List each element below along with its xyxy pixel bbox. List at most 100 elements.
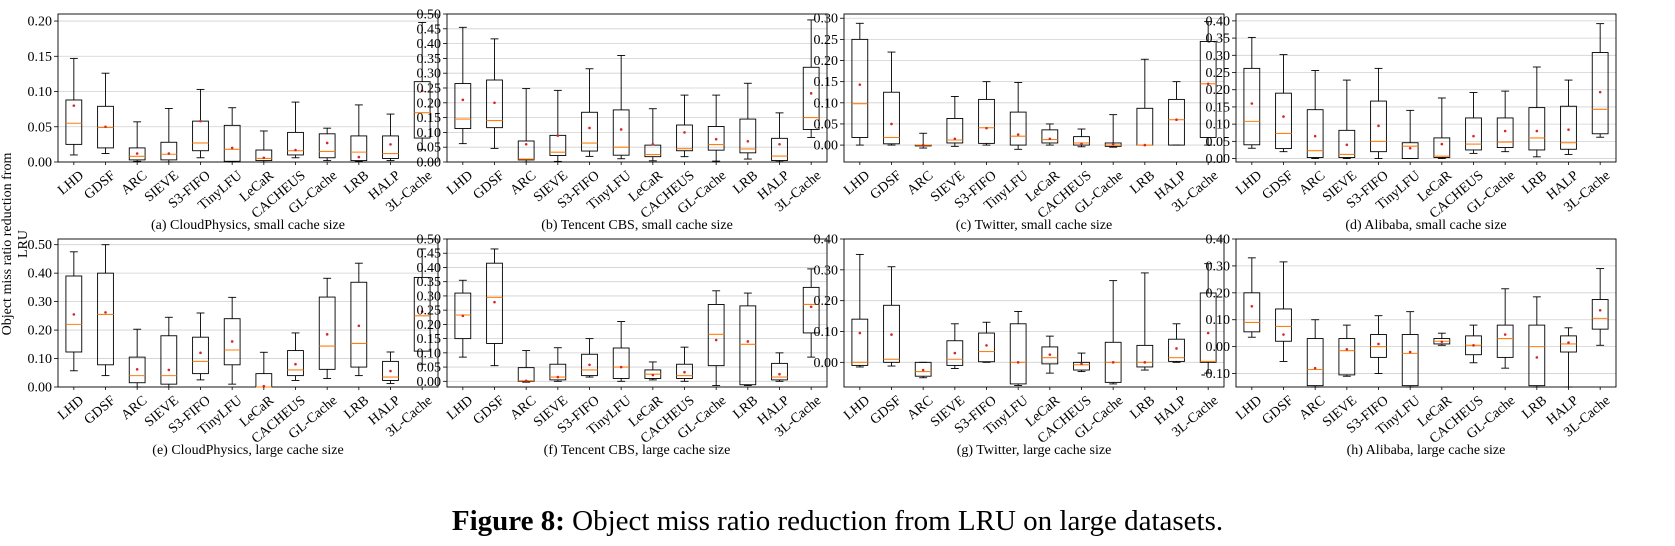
mean-marker	[135, 368, 139, 371]
iqr-box	[1496, 324, 1514, 358]
iqr-box	[802, 66, 820, 130]
box-halp	[1560, 327, 1577, 388]
iqr-box	[1496, 117, 1514, 148]
box-lrb	[1528, 296, 1546, 388]
iqr-box	[1041, 346, 1059, 365]
box-cacheus	[1073, 128, 1090, 148]
y-tick-label: 0.10	[814, 96, 839, 111]
iqr-box	[1168, 98, 1185, 146]
mean-marker	[1206, 331, 1210, 335]
y-tick-label: 0.40	[1206, 233, 1231, 248]
y-tick-label: 0.05	[417, 361, 442, 376]
y-tick-label: 0.00	[28, 156, 53, 171]
y-tick-label: 0.35	[417, 275, 442, 290]
iqr-box	[1465, 117, 1482, 151]
box-halp	[382, 351, 399, 385]
box-lrb	[350, 104, 368, 162]
chart-panel-1: 0.00 0.05 0.10 0.15 0.20 LHD GDSF ARC SIEVE S3-FI…	[2, 8, 452, 238]
mean-marker	[230, 146, 234, 150]
mean-marker	[1598, 309, 1602, 312]
x-tick-label: LHD	[55, 168, 87, 198]
plot-frame	[843, 238, 1225, 388]
box-gdsf	[97, 244, 114, 377]
mean-marker	[890, 122, 893, 126]
box-tinylfu	[612, 321, 630, 382]
iqr-box	[413, 276, 431, 352]
iqr-box	[676, 363, 693, 379]
y-tick-label: 0.20	[814, 294, 839, 309]
iqr-box	[382, 360, 399, 381]
iqr-box	[318, 133, 336, 159]
chart-panel-2: 0.00 0.05 0.10 0.15 0.20 0.25 0.30 0.35 0.40 0.45…	[391, 8, 841, 238]
box-3l-cache	[1199, 263, 1217, 374]
iqr-box	[1073, 361, 1090, 371]
box-3l-cache	[802, 268, 820, 358]
y-axis: 0.00 0.10 0.20 0.30 0.40 0.50	[28, 238, 58, 396]
x-tick-label: GDSF	[471, 393, 508, 428]
mean-marker	[1048, 353, 1052, 356]
plot-frame	[843, 13, 1225, 163]
y-tick-label: 0.50	[417, 8, 442, 23]
iqr-box	[255, 149, 273, 162]
mean-marker	[493, 101, 496, 105]
iqr-box	[160, 335, 178, 385]
box-gdsf	[1275, 54, 1292, 153]
mean-marker	[135, 152, 139, 155]
box-lecar	[255, 130, 273, 163]
y-tick-label: 0.10	[417, 126, 442, 141]
iqr-box	[413, 81, 431, 139]
mean-marker	[1016, 361, 1020, 364]
box-halp	[771, 112, 788, 163]
mean-marker	[1080, 362, 1083, 366]
iqr-box	[946, 340, 964, 366]
iqr-box	[707, 304, 725, 367]
mean-marker	[1282, 333, 1285, 336]
iqr-box	[739, 305, 757, 386]
y-tick-label: 0.30	[814, 263, 839, 278]
panel-caption: (b) Tencent CBS, small cache size	[541, 218, 733, 233]
mean-marker	[72, 104, 76, 107]
mean-marker	[1016, 133, 1020, 136]
y-tick-label: 0.10	[417, 346, 442, 361]
mean-marker	[1503, 129, 1507, 133]
mean-marker	[420, 310, 424, 313]
box-s3-fifo	[1370, 315, 1387, 374]
iqr-box	[914, 361, 932, 377]
box-s3-fifo	[192, 312, 209, 381]
panel-caption: (f) Tencent CBS, large cache size	[543, 443, 731, 458]
y-axis: 0.000.050.100.150.200.250.300.350.400.45…	[417, 8, 447, 171]
iqr-box	[1560, 105, 1577, 150]
box-3l-cache	[413, 248, 431, 365]
y-tick-label: 0.40	[417, 261, 442, 276]
y-tick-label: 0.00	[28, 381, 53, 396]
mean-marker	[1598, 90, 1602, 94]
y-axis: 0.00 0.10 0.20 0.30 0.40	[814, 233, 844, 371]
box-3l-cache	[1591, 23, 1609, 138]
iqr-box	[1199, 292, 1217, 363]
box-s3-fifo	[1370, 67, 1387, 160]
y-tick-label: 0.50	[28, 238, 53, 253]
iqr-box	[1136, 107, 1154, 146]
chart-svg: 0.000.050.100.150.200.250.300.350.400.45…	[417, 8, 828, 222]
mean-marker	[1250, 102, 1254, 105]
chart-panel-6: 0.00 0.05 0.10 0.15 0.20 0.25 0.30 0.35 0.40 0.45…	[391, 233, 841, 463]
iqr-box	[1528, 324, 1546, 387]
iqr-box	[1370, 334, 1387, 358]
chart-panel-5: 0.00 0.10 0.20 0.30 0.40 0.50 LHD GDSF ARC SIEVE S…	[2, 233, 452, 463]
mean-marker	[953, 351, 957, 355]
mean-marker	[72, 313, 76, 316]
box-3l-cache	[1199, 21, 1217, 146]
y-tick-label: 0.30	[814, 12, 839, 27]
box-gl-cache	[707, 94, 725, 162]
box-lrb	[1528, 66, 1546, 158]
box-lrb	[739, 292, 757, 387]
iqr-box	[486, 79, 503, 129]
panel-caption: (g) Twitter, large cache size	[956, 443, 1112, 458]
y-tick-label: 0.35	[417, 52, 442, 67]
iqr-box	[1275, 308, 1292, 342]
